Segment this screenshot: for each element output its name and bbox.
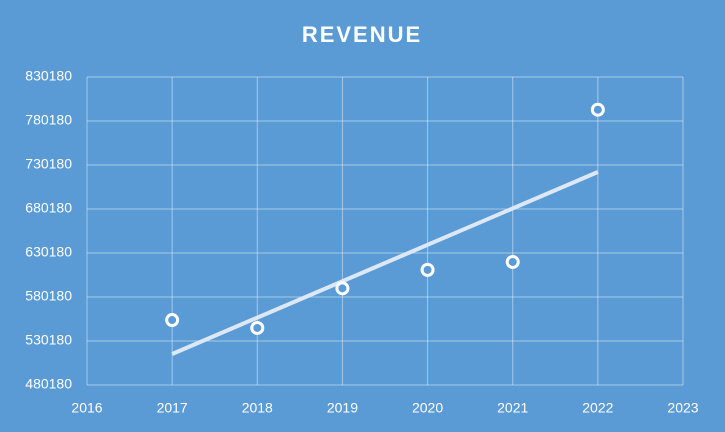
x-tick-label: 2022 (582, 400, 613, 416)
point (335, 281, 350, 296)
y-tick-label: 480180 (25, 376, 72, 392)
y-tick-label: 630180 (25, 244, 72, 260)
x-tick-label: 2019 (327, 400, 358, 416)
x-tick-label: 2020 (412, 400, 443, 416)
x-tick-label: 2021 (497, 400, 528, 416)
point (250, 320, 265, 335)
x-tick-label: 2023 (667, 400, 698, 416)
point (505, 254, 520, 269)
x-tick-label: 2017 (157, 400, 188, 416)
x-tick-label: 2016 (71, 400, 102, 416)
point (420, 262, 435, 277)
y-tick-label: 730180 (25, 156, 72, 172)
y-tick-label: 580180 (25, 288, 72, 304)
chart-title: REVENUE (302, 22, 422, 47)
y-tick-label: 830180 (25, 68, 72, 84)
x-tick-label: 2018 (242, 400, 273, 416)
trendline (171, 170, 599, 356)
y-tick-label: 680180 (25, 200, 72, 216)
point (165, 313, 180, 328)
point (590, 102, 605, 117)
y-tick-label: 530180 (25, 332, 72, 348)
y-tick-label: 780180 (25, 112, 72, 128)
